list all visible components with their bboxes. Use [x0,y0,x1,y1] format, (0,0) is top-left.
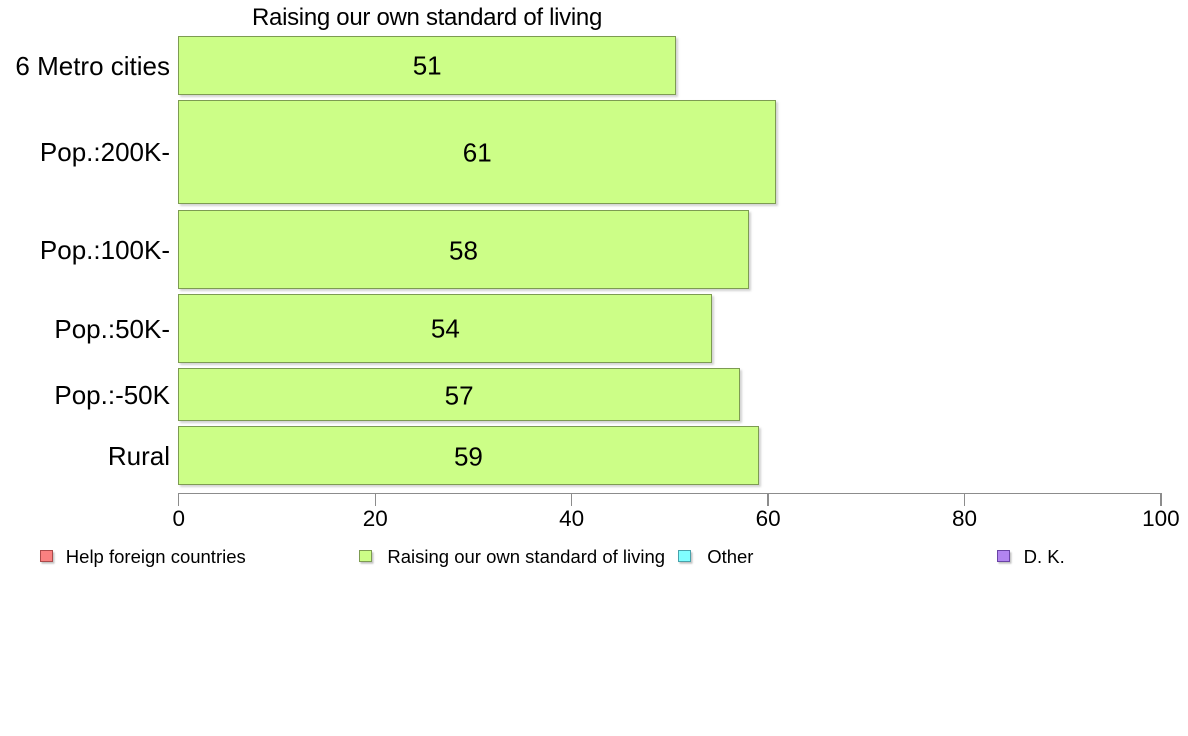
bar-value-label: 54 [430,313,460,344]
category-label: 6 Metro cities [15,50,170,81]
category-label: Pop.:-50K [54,380,170,411]
legend-swatch [677,550,692,563]
legend-swatch [358,550,373,563]
category-label: Pop.:200K- [39,137,170,168]
x-axis-tick [767,493,769,507]
bar: 58 [178,210,749,289]
legend-label: Raising our own standard of living [387,546,666,567]
x-axis-tick-label: 40 [559,505,585,531]
x-axis-tick-label: 80 [951,505,978,531]
bar: 59 [178,426,759,485]
legend-label: Help foreign countries [65,546,246,567]
category-label: Pop.:50K- [54,313,170,344]
chart-title: Raising our own standard of living [252,4,602,32]
category-label: Rural [107,441,170,471]
x-axis-tick [178,493,180,507]
x-axis-tick [963,493,966,507]
category-label: Pop.:100K- [39,235,170,266]
x-axis-tick-label: 0 [172,505,186,531]
bar-value-label: 61 [462,137,492,168]
bar-value-label: 51 [412,50,442,81]
bar-value-label: 58 [449,235,478,266]
bar: 51 [178,35,677,95]
x-axis-tick-label: 20 [362,505,388,531]
x-axis-tick [374,493,376,507]
x-axis-tick-label: 60 [755,505,781,531]
legend-swatch [39,550,54,563]
bar: 57 [178,368,740,421]
x-axis-tick [1160,493,1162,507]
x-axis-line [178,493,1162,495]
legend-swatch [996,550,1011,563]
legend-label: Other [707,546,754,567]
bar-value-label: 59 [453,441,483,471]
x-axis-tick-label: 100 [1142,505,1180,531]
x-axis-tick [571,493,573,507]
bar-value-label: 57 [444,380,474,411]
legend-label: D. K. [1023,546,1065,567]
bar: 61 [178,100,777,204]
bar: 54 [178,294,713,363]
